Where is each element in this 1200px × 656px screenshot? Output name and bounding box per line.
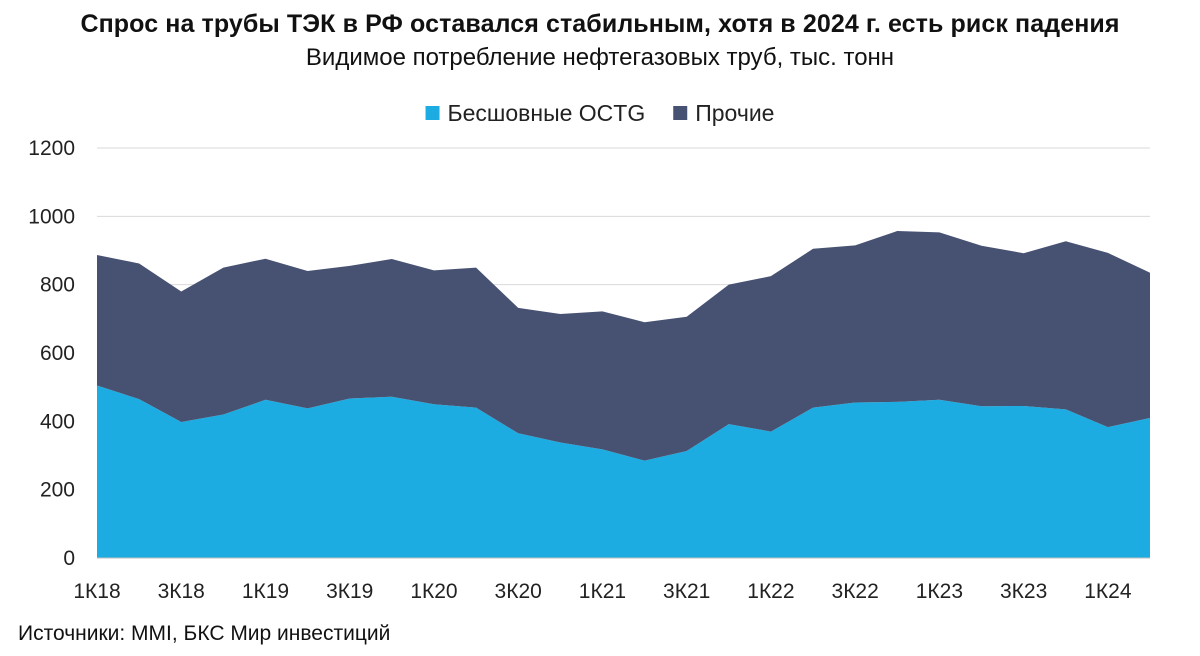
source-note: Источники: MMI, БКС Мир инвестиций [18, 622, 391, 645]
y-tick-label: 600 [40, 342, 75, 365]
area-series [97, 231, 1150, 558]
chart-title: Спрос на трубы ТЭК в РФ оставался стабил… [80, 10, 1120, 38]
legend-swatch [673, 106, 688, 120]
chart-subtitle: Видимое потребление нефтегазовых труб, т… [305, 44, 895, 71]
x-tick-label: 1К21 [579, 580, 626, 603]
x-tick-label: 1К19 [242, 580, 289, 603]
y-tick-label: 800 [40, 274, 75, 297]
x-tick-label: 1К18 [73, 580, 120, 603]
y-tick-label: 200 [40, 479, 75, 502]
x-tick-label: 3К22 [832, 580, 879, 603]
legend-label: Прочие [695, 100, 774, 126]
legend: Бесшовные OCTG Прочие [425, 100, 774, 126]
y-tick-label: 0 [63, 547, 75, 570]
x-tick-label: 3К20 [495, 580, 542, 603]
y-axis-ticks: 0 200 400 600 800 1000 1200 [28, 137, 75, 570]
legend-label: Бесшовные OCTG [448, 100, 646, 126]
area-series-other [97, 231, 1150, 461]
legend-swatch [425, 106, 440, 120]
x-tick-label: 1К20 [410, 580, 457, 603]
chart-svg: Бесшовные OCTG Прочие 0 200 400 600 800 1000 12… [28, 100, 1150, 603]
area-series-seamless-octg [97, 385, 1150, 558]
x-tick-label: 3К18 [158, 580, 205, 603]
x-tick-label: 1К23 [916, 580, 963, 603]
x-tick-label: 1К22 [747, 580, 794, 603]
x-axis-ticks: 1К18 3К18 1К19 3К19 1К20 3К20 1К21 3К21 1К22 3К22… [73, 580, 1131, 603]
y-tick-label: 400 [40, 410, 75, 433]
x-tick-label: 3К21 [663, 580, 710, 603]
x-tick-label: 1К24 [1084, 580, 1132, 603]
y-tick-label: 1000 [28, 205, 75, 228]
y-tick-label: 1200 [28, 137, 75, 160]
x-tick-label: 3К19 [326, 580, 373, 603]
x-tick-label: 3К23 [1000, 580, 1047, 603]
